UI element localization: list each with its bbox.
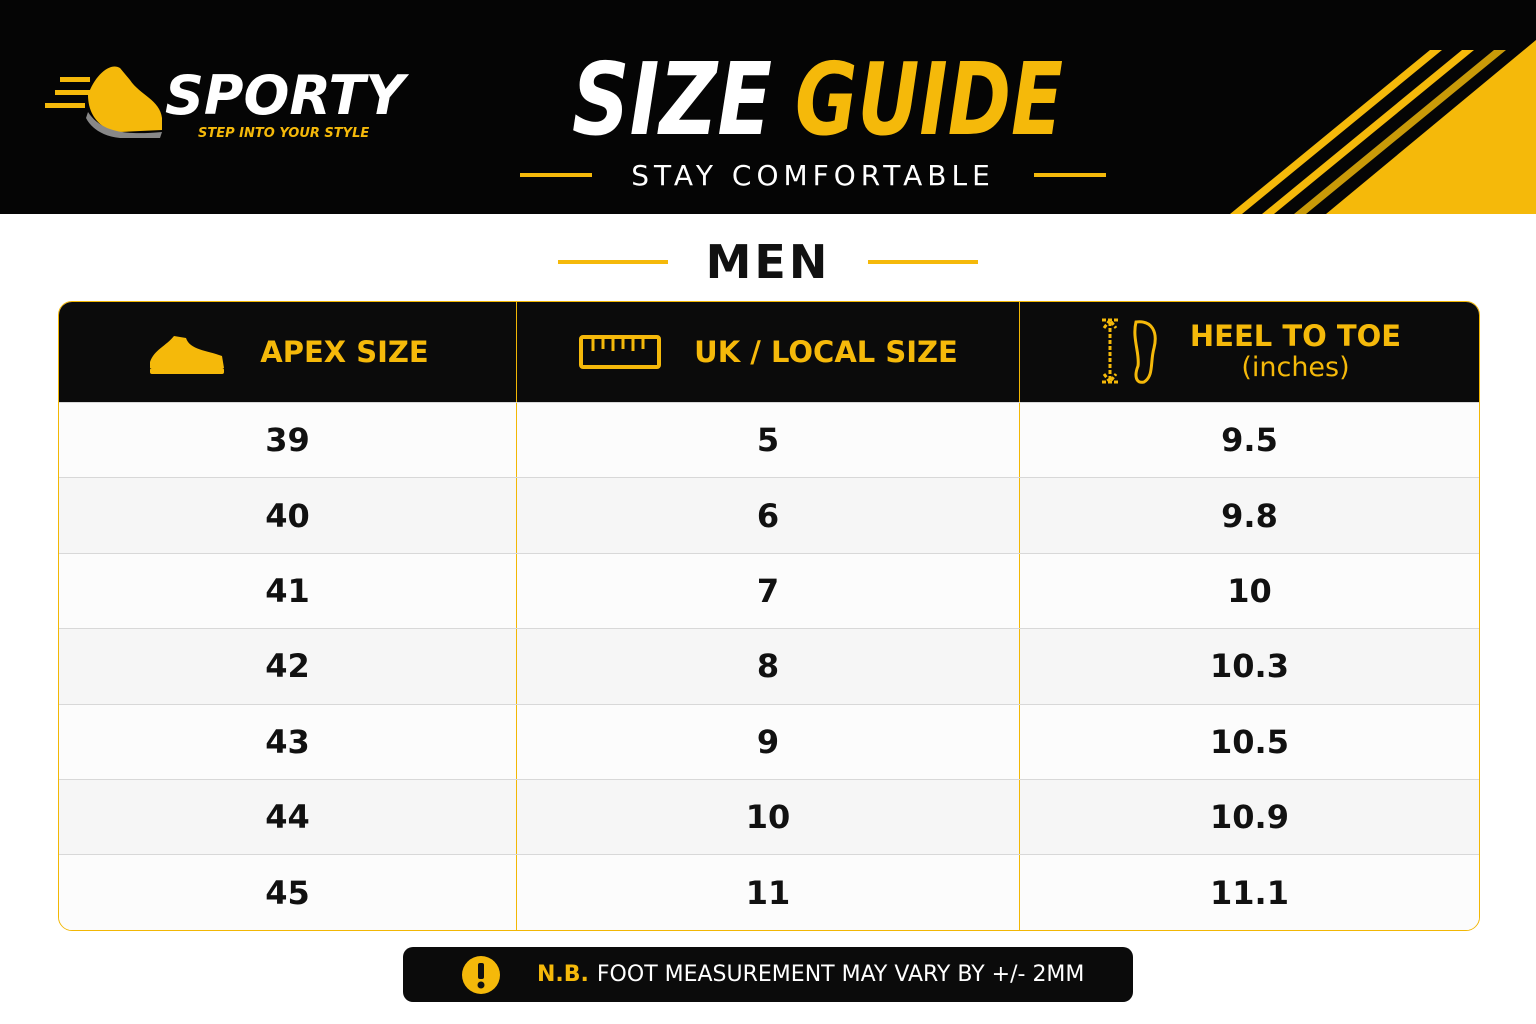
icon-part <box>591 339 645 351</box>
table-row: 40 6 9.8 <box>59 477 1479 553</box>
table-body: 39 5 9.5 40 6 9.8 41 7 10 42 8 10.3 43 9 10.5 44 10 10.9 4… <box>59 402 1479 930</box>
subtitle-rule <box>520 173 592 177</box>
table-row: 41 7 10 <box>59 552 1479 629</box>
table-row: 44 10 10.9 <box>59 778 1479 855</box>
table-row: 45 11 11.1 <box>59 854 1479 930</box>
note-bar: N.B. FOOT MEASUREMENT MAY VARY BY +/- 2M… <box>403 947 1133 1002</box>
note-prefix: N.B. <box>537 962 589 987</box>
column-label: HEEL TO TOE <box>1189 319 1402 353</box>
section-rule <box>868 260 978 264</box>
stripe <box>1294 50 1506 214</box>
column-icon <box>579 335 662 369</box>
icon-part <box>579 335 662 369</box>
section-heading: MEN <box>558 235 978 289</box>
table-row: 42 8 10.3 <box>59 628 1479 704</box>
subtitle: STAY COMFORTABLE <box>631 159 995 192</box>
title-part-2: GUIDE <box>795 41 1063 158</box>
warning-dot <box>477 981 485 989</box>
icon-part <box>1101 318 1118 385</box>
shoe-sole <box>86 112 162 138</box>
stripe <box>1326 40 1536 214</box>
column-icon <box>150 336 225 374</box>
header-cell: APEX SIZE <box>59 302 517 402</box>
column-label: UK / LOCAL SIZE <box>694 335 958 369</box>
header-cell: UK / LOCAL SIZE <box>517 302 1020 402</box>
table-cell: 10 <box>517 779 1020 855</box>
header-label: HEEL TO TOE (inches) <box>1190 320 1401 384</box>
table-cell: 44 <box>59 779 517 855</box>
table-cell: 10 <box>1227 571 1272 610</box>
icon-part <box>150 368 225 374</box>
stripe <box>1262 50 1474 214</box>
table-cell: 8 <box>517 629 1020 704</box>
header-row: APEX SIZE UK / LOCAL SIZE HEEL TO TOE (inch… <box>59 302 1479 402</box>
warning-icon <box>462 956 500 994</box>
speed-line <box>60 77 90 82</box>
warning-bar <box>478 963 484 979</box>
table-cell: 10.9 <box>1210 798 1289 837</box>
brand-name: SPORTY <box>165 64 409 127</box>
table-row: 39 5 9.5 <box>59 402 1479 478</box>
speed-line <box>45 103 85 108</box>
table-cell: 43 <box>59 704 517 779</box>
table-cell: 11 <box>517 855 1020 930</box>
icon-part <box>1133 320 1157 384</box>
header-cell: HEEL TO TOE (inches) <box>1020 302 1479 402</box>
table-cell: 10.5 <box>1210 722 1289 761</box>
icon-part <box>150 336 225 368</box>
table-cell: 45 <box>59 855 517 930</box>
table-cell: 11.1 <box>1210 873 1289 912</box>
header-label: APEX SIZE <box>260 336 428 368</box>
table-cell: 9 <box>517 704 1020 779</box>
speed-line <box>55 90 90 95</box>
table-cell: 6 <box>517 478 1020 553</box>
header-banner: SPORTY STEP INTO YOUR STYLE SIZE GUIDE S… <box>0 0 1536 214</box>
column-sublabel: (inches) <box>1241 352 1350 383</box>
table-cell: 5 <box>517 403 1020 478</box>
brand-tagline: STEP INTO YOUR STYLE <box>198 126 369 141</box>
shoe-shape <box>88 66 162 132</box>
column-icon <box>1101 318 1157 385</box>
table-cell: 10.3 <box>1210 647 1289 686</box>
section-rule <box>558 260 668 264</box>
table-cell: 9.8 <box>1221 496 1278 535</box>
table-cell: 9.5 <box>1221 421 1278 460</box>
table-cell: 39 <box>59 403 517 478</box>
table-row: 43 9 10.5 <box>59 703 1479 779</box>
table-cell: 40 <box>59 478 517 553</box>
stripe <box>1230 50 1442 214</box>
note-text: FOOT MEASUREMENT MAY VARY BY +/- 2MM <box>596 962 1085 987</box>
table-cell: 42 <box>59 629 517 704</box>
logo-shoe <box>45 66 162 138</box>
header-label: UK / LOCAL SIZE <box>694 336 958 368</box>
subtitle-rule <box>1034 173 1106 177</box>
section-title: MEN <box>706 235 831 289</box>
title-part-1: SIZE <box>572 41 772 158</box>
size-table: APEX SIZE UK / LOCAL SIZE HEEL TO TOE (inch… <box>58 301 1480 931</box>
table-cell: 41 <box>59 553 517 629</box>
table-cell: 7 <box>517 553 1020 629</box>
column-label: APEX SIZE <box>260 335 429 369</box>
